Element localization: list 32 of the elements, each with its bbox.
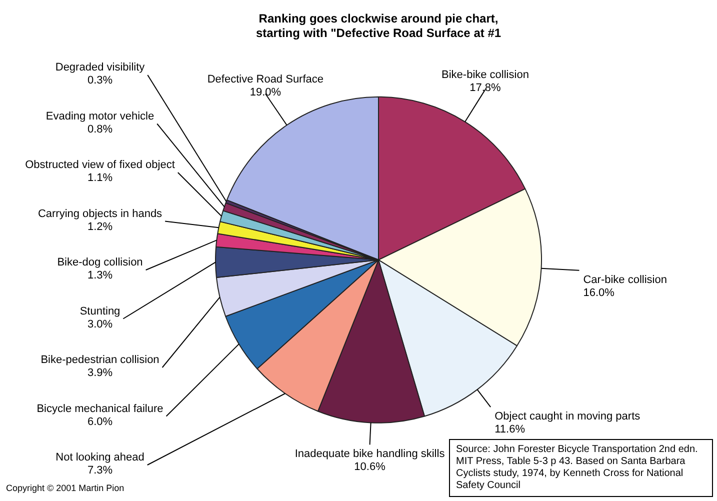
data-label: 1.1% (87, 172, 113, 184)
data-label: 0.3% (87, 74, 113, 87)
data-label: 11.6% (494, 424, 526, 436)
data-label: 1.2% (87, 220, 113, 233)
slice-label: Bike-bike collision (442, 69, 529, 82)
slice-label: Stunting (80, 305, 120, 318)
text: starting with "Defective Road Surface at #1 (256, 26, 502, 40)
text: Copyright © 2001 Martin Pion (6, 483, 124, 493)
slice-label: Bicycle mechanical failure (36, 402, 164, 415)
data-label: 17.8% (470, 82, 502, 94)
data-label: 6.0% (87, 416, 113, 428)
slice-label: Bike-dog collision (57, 256, 143, 269)
data-label: 0.8% (87, 123, 113, 136)
data-label: 10.6% (354, 461, 386, 474)
slice-label: Carrying objects in hands (38, 208, 163, 220)
data-label: 3.0% (87, 318, 113, 330)
data-label: 3.9% (87, 367, 113, 380)
slice-label: Obstructed view of fixed object (25, 159, 175, 172)
data-label: 19.0% (250, 86, 282, 98)
slice-label: Defective Road Surface (207, 73, 324, 86)
data-label: 16.0% (583, 286, 615, 299)
slice-label: Degraded visibility (55, 62, 146, 74)
source-note: Source: John Forester Bicycle Transportation 2nd edn. MIT Press, Table 5-3 p 43. Based on Santa Barbara Cyclists study, 1974, by Kenneth Cross for National Safety Council (449, 439, 713, 497)
data-label: 7.3% (87, 464, 113, 477)
slice-label: Not looking ahead (56, 452, 144, 464)
slice-label: Inadequate bike handling skills (294, 448, 446, 460)
slice-label: Car-bike collision (583, 274, 667, 286)
slice-label: Bike-pedestrian collision (40, 354, 160, 366)
text: Ranking goes clockwise around pie chart, (258, 12, 498, 26)
slice-label: Object caught in moving parts (494, 410, 641, 423)
slice-label: Evading motor vehicle (46, 110, 154, 122)
data-label: 1.3% (87, 270, 113, 282)
